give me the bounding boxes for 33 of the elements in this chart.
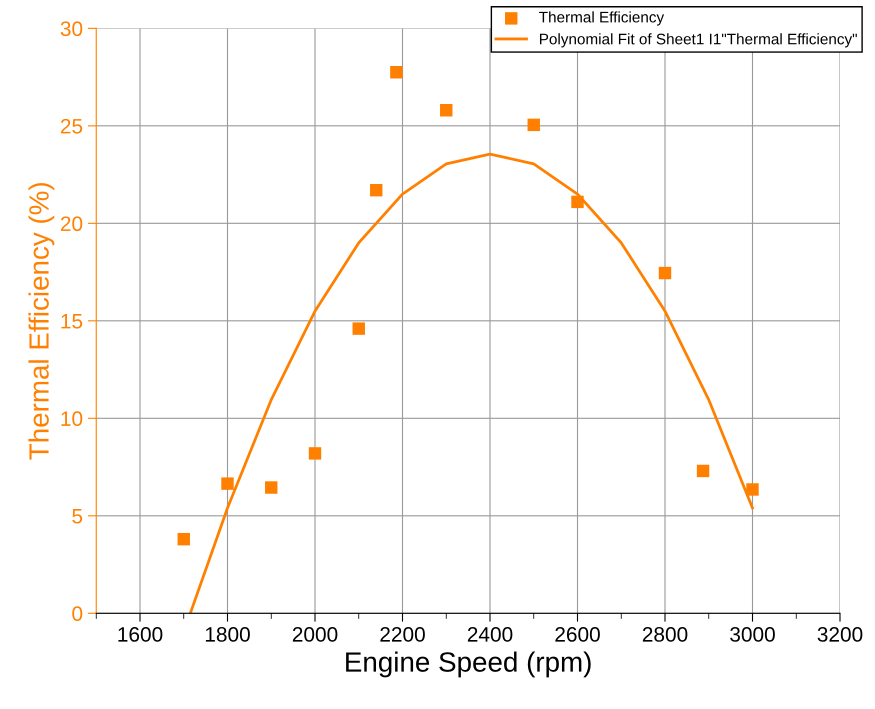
y-tick-label: 20 xyxy=(60,216,82,232)
y-tick-label: 10 xyxy=(61,411,82,426)
y-tick-label: 15 xyxy=(61,314,82,329)
y-tick-label: 5 xyxy=(72,509,82,524)
legend-label: Thermal Efficiency xyxy=(539,11,664,26)
point xyxy=(746,483,759,496)
point xyxy=(658,266,672,280)
point xyxy=(178,532,190,546)
x-tick-label: 2400 xyxy=(468,627,512,642)
point xyxy=(390,66,403,78)
point xyxy=(308,447,322,460)
x-axis-title: Engine Speed (rpm) xyxy=(346,651,591,678)
point xyxy=(440,104,452,116)
x-tick-label: 3000 xyxy=(730,627,775,642)
point xyxy=(696,464,710,478)
x-tick-label: 2600 xyxy=(555,627,600,642)
point xyxy=(528,118,540,132)
point xyxy=(370,184,382,196)
point xyxy=(221,477,234,490)
y-tick-label: 0 xyxy=(72,606,82,622)
x-tick-label: 2200 xyxy=(380,627,425,642)
point xyxy=(352,322,365,335)
x-tick-label: 2800 xyxy=(642,627,688,642)
point xyxy=(265,481,278,494)
y-tick-label: 25 xyxy=(60,118,82,134)
legend-label: Polynomial Fit of Sheet1 I1"Thermal Efficiency" xyxy=(540,33,857,48)
y-axis-title: Thermal Efficiency (%) xyxy=(28,183,54,460)
y-tick-label: 30 xyxy=(60,21,82,36)
x-tick-label: 1800 xyxy=(206,627,250,642)
x-tick-label: 1600 xyxy=(118,627,162,642)
x-tick-label: 2000 xyxy=(292,627,338,642)
point xyxy=(571,196,584,208)
x-tick-label: 3200 xyxy=(818,627,862,642)
